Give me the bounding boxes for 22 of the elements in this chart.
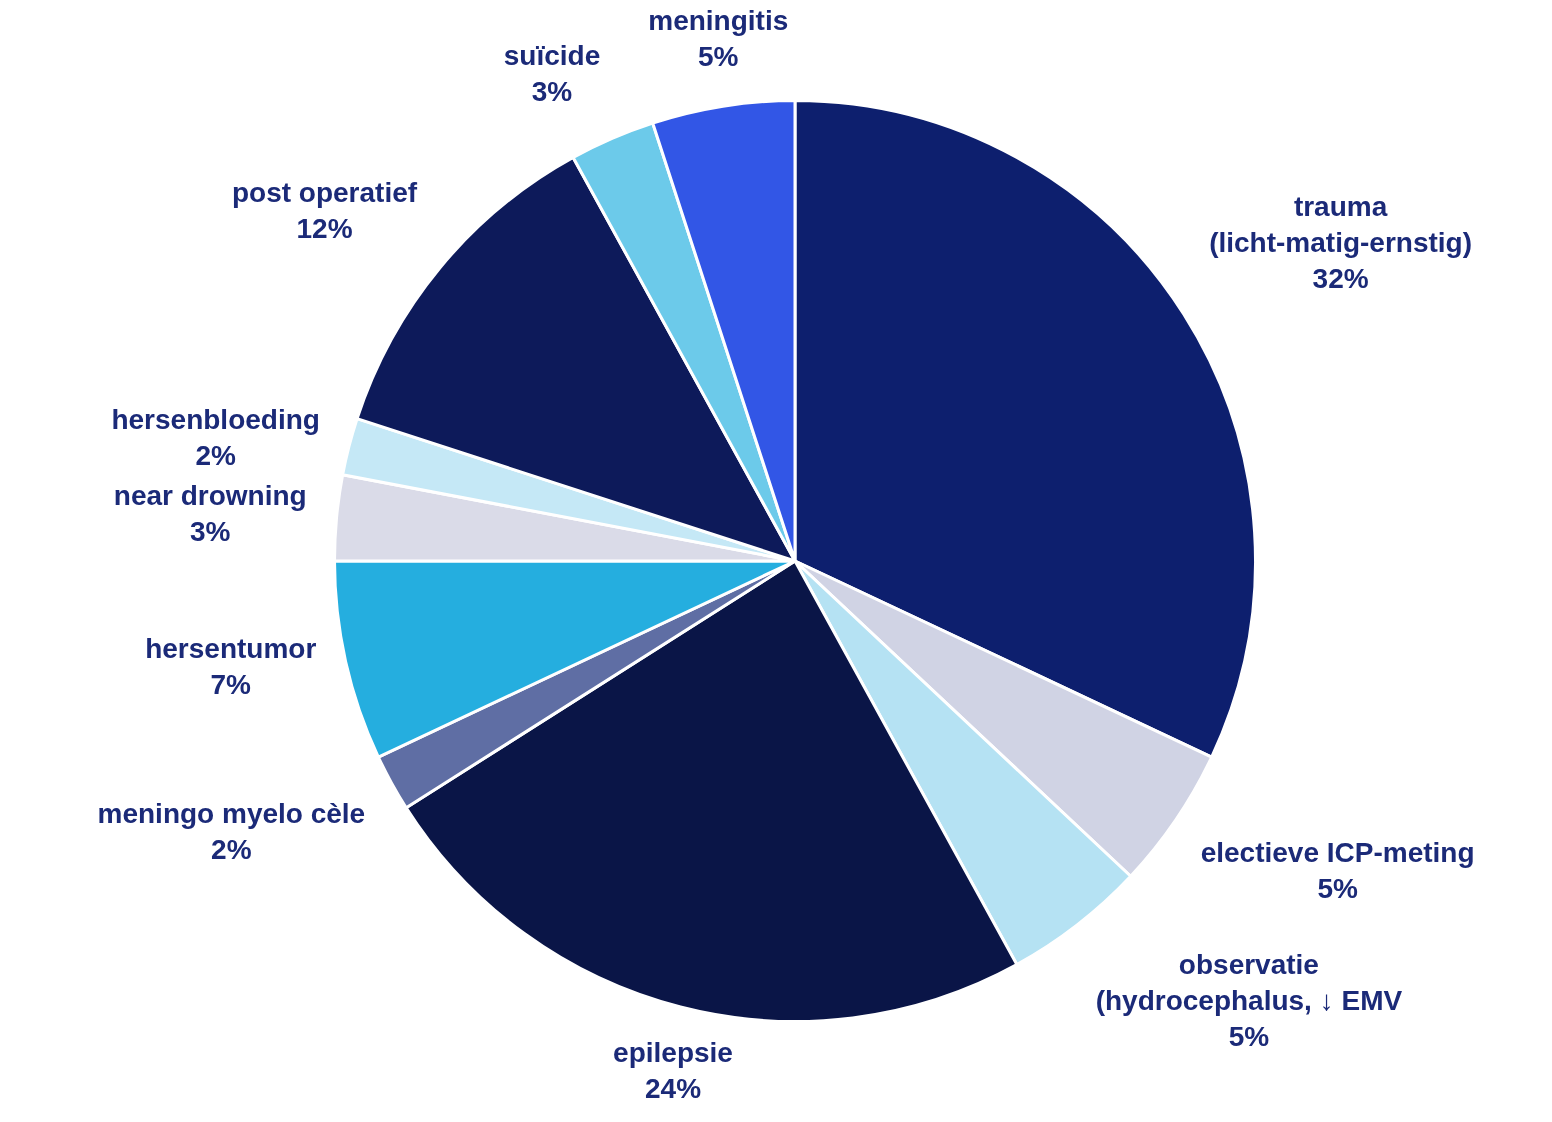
slice-label: hersentumor: [145, 632, 317, 664]
data-label: 5%: [1228, 1021, 1270, 1053]
data-label: 12%: [296, 213, 353, 245]
slice-label: meningo myelo cèle: [97, 798, 366, 830]
slice-label: suïcide: [503, 39, 601, 71]
data-label: 24%: [644, 1072, 702, 1104]
slice-label: post operatief: [231, 177, 418, 209]
data-label: 3%: [189, 515, 231, 547]
data-label: 2%: [195, 439, 237, 471]
slice-label: meningitis: [648, 5, 789, 37]
slice-label: electieve ICP-meting: [1200, 837, 1475, 869]
slice-label: epilepsie: [613, 1036, 733, 1068]
data-label: 32%: [1312, 262, 1369, 294]
slice-label: hersenbloeding: [111, 403, 320, 435]
data-label: 2%: [211, 834, 252, 866]
data-label: 5%: [1317, 873, 1358, 905]
data-label: 7%: [210, 668, 252, 700]
slice-label: trauma (licht-matig-ernstig): [1209, 190, 1473, 258]
slice-label: observatie (hydrocephalus, ↓ EMV: [1095, 949, 1403, 1017]
data-label: 5%: [698, 41, 739, 73]
slice-label: near drowning: [113, 479, 307, 511]
data-label: 3%: [531, 75, 573, 107]
